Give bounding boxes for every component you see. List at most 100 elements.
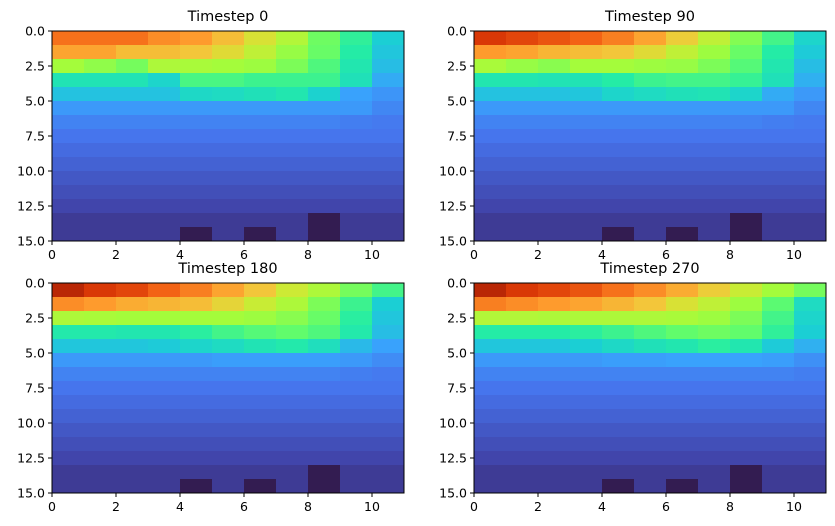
heatmap-cell [244,73,276,87]
heatmap-cell [666,115,698,129]
heatmap-cell [474,423,506,437]
heatmap-cell [794,59,826,73]
y-tick-label: 2.5 [25,59,45,74]
heatmap-cell [794,73,826,87]
heatmap-cell [474,73,506,87]
heatmap-cell [570,423,602,437]
heatmap-cell [212,101,244,115]
heatmap-cell [308,87,340,101]
heatmap-cell [666,297,698,311]
heatmap-cell [730,311,762,325]
heatmap-cell [308,171,340,185]
heatmap-cell [474,451,506,465]
heatmap-cell [340,367,372,381]
heatmap-cell [212,143,244,157]
heatmap-cell [634,157,666,171]
heatmap-cell [506,325,538,339]
heatmap-panel-timestep-270: Timestep 270 0 2 4 6 8 10 0.0 2.5 5.0 7.5 10.0 12.5… [439,261,827,514]
heatmap-cell [762,227,794,241]
heatmap-cell [340,395,372,409]
heatmap-cell [762,73,794,87]
heatmap-cell [52,367,84,381]
heatmap-cell [340,129,372,143]
heatmap-cell [474,129,506,143]
heatmap-cell [538,31,570,45]
heatmap-cell [602,227,634,241]
heatmap-cell [340,213,372,227]
heatmap-cell [276,465,308,479]
heatmap-cell [538,367,570,381]
heatmap-cell [602,185,634,199]
heatmap-cell [794,87,826,101]
y-tick-label: 12.5 [17,199,45,214]
heatmap-cell [762,45,794,59]
heatmap-cell [84,395,116,409]
heatmap-cell [180,325,212,339]
heatmap-cell [52,297,84,311]
heatmap-cell [794,395,826,409]
heatmap-cell [84,465,116,479]
heatmap-cell [634,45,666,59]
heatmap-cell [474,31,506,45]
heatmap-cell [116,423,148,437]
heatmap-cell [794,171,826,185]
heatmap-cell [52,465,84,479]
heatmap-cell [794,311,826,325]
heatmap-cell [730,171,762,185]
heatmap-cells [52,283,404,493]
y-tick-label: 5.0 [25,346,45,361]
heatmap-cell [372,367,404,381]
heatmap-cell [538,129,570,143]
heatmap-cell [602,101,634,115]
heatmap-cell [634,479,666,493]
heatmap-cell [340,353,372,367]
heatmap-cell [666,367,698,381]
heatmap-cell [506,465,538,479]
heatmap-cell [698,297,730,311]
y-tick-label: 0.0 [447,276,467,291]
heatmap-cell [762,437,794,451]
heatmap-cell [244,325,276,339]
heatmap-cell [244,213,276,227]
y-tick-label: 7.5 [447,129,467,144]
heatmap-cell [506,297,538,311]
heatmap-cell [148,339,180,353]
panel-title: Timestep 90 [604,9,695,25]
x-tick-label: 4 [598,247,606,262]
heatmap-cell [340,87,372,101]
heatmap-cell [634,339,666,353]
heatmap-cell [276,87,308,101]
heatmap-cell [84,171,116,185]
heatmap-cell [474,115,506,129]
heatmap-cell [212,227,244,241]
heatmap-cell [762,143,794,157]
heatmap-cell [52,157,84,171]
heatmap-cell [698,199,730,213]
heatmap-cell [506,283,538,297]
heatmap-cell [52,479,84,493]
heatmap-cell [602,339,634,353]
y-tick-label: 12.5 [17,451,45,466]
heatmap-cell [538,479,570,493]
heatmap-cell [84,325,116,339]
heatmap-cell [244,45,276,59]
heatmap-cell [276,297,308,311]
heatmap-cell [506,311,538,325]
heatmap-cell [570,465,602,479]
heatmap-cell [506,339,538,353]
heatmap-cell [474,227,506,241]
heatmap-cell [538,171,570,185]
x-tick-label: 0 [470,247,478,262]
heatmap-cell [634,423,666,437]
heatmap-cell [794,325,826,339]
heatmap-cell [538,451,570,465]
y-tick-label: 10.0 [17,164,45,179]
heatmap-cell [474,59,506,73]
heatmap-cell [148,101,180,115]
heatmap-cell [698,171,730,185]
y-tick-label: 15.0 [17,486,45,501]
heatmap-cell [276,73,308,87]
heatmap-cell [276,451,308,465]
heatmap-cell [474,101,506,115]
heatmap-cell [244,115,276,129]
